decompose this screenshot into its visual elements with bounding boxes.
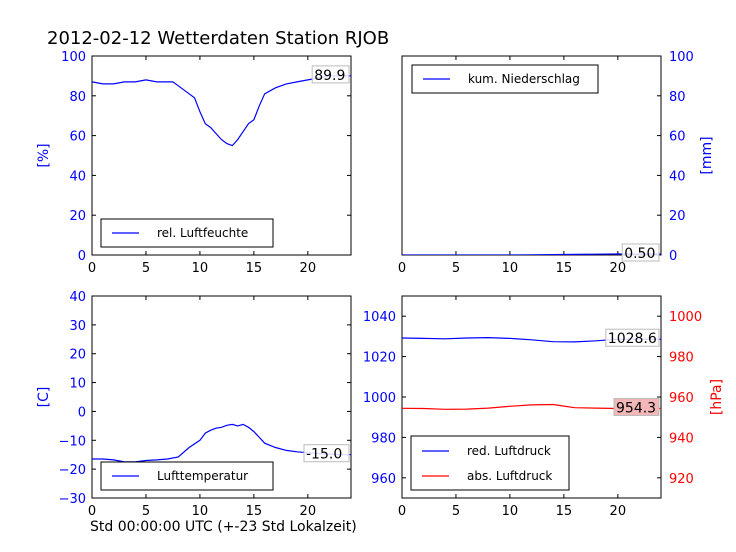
humidity-legend: rel. Luftfeuchte: [100, 218, 274, 248]
temperature-xtick-label: 10: [192, 504, 209, 519]
precipitation-xtick-label: 5: [452, 261, 460, 276]
pressure-last-value-right-label: 954.3: [616, 401, 656, 417]
pressure-legend: red. Luftdruck abs. Luftdruck: [410, 435, 570, 491]
pressure-ytick-right-label: 920: [669, 472, 694, 487]
pressure-legend-box: [410, 435, 570, 491]
humidity-ytick-label: 60: [69, 130, 86, 145]
humidity-ytick-label: 40: [69, 169, 86, 184]
pressure-xtick-label: 10: [502, 504, 519, 519]
pressure-last-value-label: 1028.6: [608, 331, 657, 347]
pressure-xtick-label: 5: [452, 504, 460, 519]
temperature-xtick-label: 15: [246, 504, 263, 519]
precipitation-panel: 0 5 10 15 20 0 20 40 60 80 100 [mm] 0.50 kum. Nieders…: [398, 50, 715, 276]
precipitation-ytick-label: 20: [669, 209, 686, 224]
temperature-last-value-label: -15.0: [306, 447, 342, 463]
temperature-series-0-line: [92, 423, 351, 463]
temperature-xtick-label: 5: [142, 504, 150, 519]
temperature-ytick-label: 20: [69, 348, 86, 363]
precipitation-xtick-label: 20: [610, 261, 627, 276]
temperature-y-axis-label: [C]: [36, 387, 52, 408]
precipitation-ytick-label: 0: [669, 249, 677, 264]
pressure-legend-label-0: red. Luftdruck: [467, 444, 551, 458]
precipitation-xtick-label: 0: [398, 261, 406, 276]
pressure-ytick-label: 1020: [363, 351, 396, 366]
precipitation-last-value-label: 0.50: [624, 246, 655, 262]
humidity-ytick-label: 100: [61, 50, 86, 65]
temperature-ytick-label: 10: [69, 377, 86, 392]
pressure-xtick-label: 15: [556, 504, 573, 519]
humidity-ytick-label: 80: [69, 90, 86, 105]
temperature-ytick-label: 40: [69, 290, 86, 305]
temperature-ytick-label: −20: [59, 463, 86, 478]
pressure-ytick-right-label: 960: [669, 391, 694, 406]
temperature-xtick-label: 0: [88, 504, 96, 519]
x-axis-label: Std 00:00:00 UTC (+-23 Std Lokalzeit): [90, 519, 357, 535]
precipitation-ytick-label: 100: [669, 50, 694, 65]
temperature-legend: Lufttemperatur: [100, 461, 274, 491]
precipitation-legend-label-0: kum. Niederschlag: [468, 72, 580, 86]
humidity-xtick-label: 15: [246, 261, 263, 276]
pressure-y-axis-right-label: [hPa]: [709, 379, 725, 415]
precipitation-xtick-label: 15: [556, 261, 573, 276]
humidity-last-value-label-box: [311, 65, 350, 84]
temperature-last-value-label-box: [303, 444, 350, 463]
pressure-xtick-label: 20: [610, 504, 627, 519]
precipitation-legend: kum. Niederschlag: [411, 64, 599, 94]
temperature-ytick-label: −30: [59, 492, 86, 507]
humidity-series-0-line: [92, 75, 351, 147]
humidity-legend-label-0: rel. Luftfeuchte: [157, 226, 248, 240]
chart-title: 2012-02-12 Wetterdaten Station RJOB: [47, 28, 389, 49]
humidity-xtick-label: 20: [300, 261, 317, 276]
precipitation-xtick-label: 10: [502, 261, 519, 276]
humidity-xtick-label: 0: [88, 261, 96, 276]
temperature-ytick-label: 30: [69, 319, 86, 334]
temperature-panel: 0 5 10 15 20 −30 −20 −10 0 10 20 30 40 [C] -15.0 Luftte…: [36, 290, 352, 519]
temperature-ytick-label: −10: [59, 434, 86, 449]
pressure-ytick-right-label: 1000: [669, 310, 702, 325]
humidity-last-value-label: 89.9: [314, 68, 345, 84]
humidity-panel: 0 5 10 15 20 0 20 40 60 80 100 [%] 89.9 rel. Luftfeuc…: [36, 50, 352, 276]
humidity-xtick-label: 10: [192, 261, 209, 276]
pressure-ytick-label: 1040: [363, 310, 396, 325]
pressure-last-value-right-label-box: [613, 398, 660, 417]
precipitation-y-axis-label: [mm]: [699, 136, 715, 174]
precipitation-ytick-label: 80: [669, 90, 686, 105]
pressure-ytick-right-label: 980: [669, 351, 694, 366]
pressure-xtick-label: 0: [398, 504, 406, 519]
pressure-panel: 0 5 10 15 20 960 980 1000 1020 1040 920 940 960 980 10…: [363, 295, 725, 519]
pressure-ytick-label: 960: [371, 472, 396, 487]
pressure-ytick-right-label: 940: [669, 431, 694, 446]
temperature-xtick-label: 20: [300, 504, 317, 519]
humidity-y-axis-label: [%]: [36, 143, 52, 167]
pressure-legend-label-1: abs. Luftdruck: [467, 469, 552, 483]
humidity-xtick-label: 5: [142, 261, 150, 276]
temperature-ytick-label: 0: [78, 405, 86, 420]
precipitation-ytick-label: 40: [669, 169, 686, 184]
humidity-ytick-label: 0: [78, 249, 86, 264]
humidity-ytick-label: 20: [69, 209, 86, 224]
precipitation-ytick-label: 60: [669, 130, 686, 145]
temperature-legend-label-0: Lufttemperatur: [157, 469, 248, 483]
pressure-last-value-label-box: [605, 328, 660, 347]
pressure-ytick-label: 1000: [363, 391, 396, 406]
temperature-axes-frame: [91, 295, 352, 499]
precipitation-last-value-label-box: [621, 243, 660, 262]
humidity-axes-frame: [91, 55, 352, 256]
pressure-ytick-label: 980: [371, 431, 396, 446]
